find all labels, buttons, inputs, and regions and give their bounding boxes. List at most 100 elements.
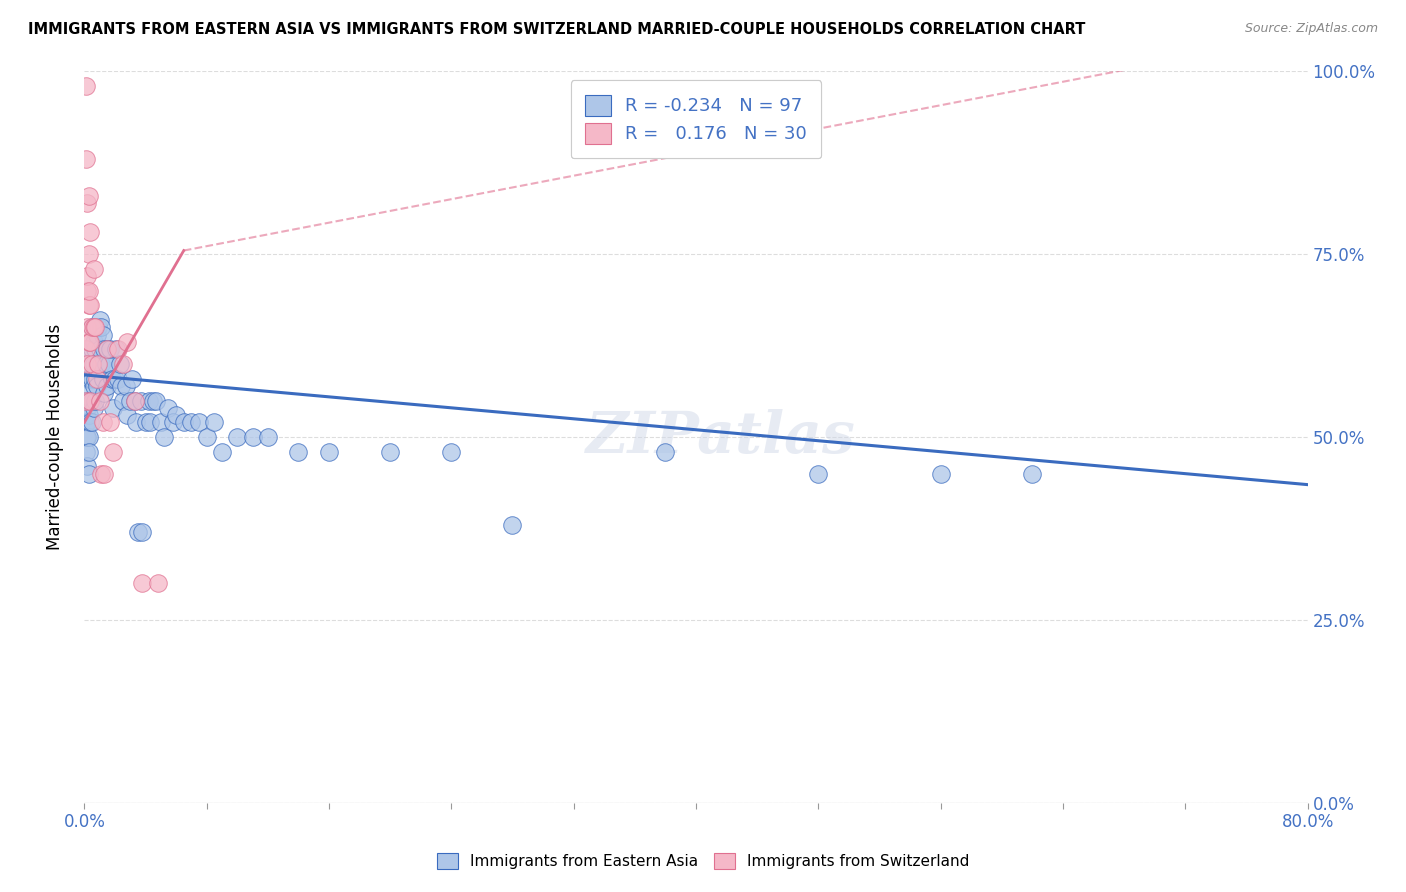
Point xyxy=(77,393,100,408)
Legend: R = -0.234   N = 97, R =   0.176   N = 30: R = -0.234 N = 97, R = 0.176 N = 30 xyxy=(571,80,821,158)
Text: Source: ZipAtlas.com: Source: ZipAtlas.com xyxy=(1244,22,1378,36)
Point xyxy=(75,444,97,458)
Point xyxy=(83,261,105,276)
Point xyxy=(80,320,103,334)
Point xyxy=(90,357,112,371)
Point xyxy=(115,334,138,349)
Point xyxy=(77,467,100,481)
Point xyxy=(121,371,143,385)
Point xyxy=(124,393,146,408)
Point xyxy=(91,327,114,342)
Point xyxy=(76,196,98,211)
Point xyxy=(115,408,138,422)
Point xyxy=(165,408,187,422)
Point xyxy=(188,416,211,430)
Point xyxy=(77,284,100,298)
Point xyxy=(135,416,157,430)
Point xyxy=(77,334,100,349)
Point xyxy=(75,78,97,93)
Text: ZIPatlas: ZIPatlas xyxy=(585,409,855,466)
Point xyxy=(76,357,98,371)
Point xyxy=(380,444,402,458)
Point xyxy=(93,343,115,357)
Y-axis label: Married-couple Households: Married-couple Households xyxy=(45,324,63,550)
Point xyxy=(76,401,98,415)
Point xyxy=(146,576,169,591)
Point xyxy=(83,401,105,415)
Point xyxy=(98,416,121,430)
Point xyxy=(111,393,134,408)
Point xyxy=(138,393,160,408)
Point xyxy=(180,416,202,430)
Point xyxy=(75,393,97,408)
Point xyxy=(103,444,125,458)
Point xyxy=(807,467,830,481)
Point xyxy=(157,401,180,415)
Point xyxy=(77,444,100,458)
Point xyxy=(77,247,100,261)
Point xyxy=(90,320,112,334)
Point xyxy=(84,393,107,408)
Point xyxy=(83,379,105,393)
Point xyxy=(79,393,101,408)
Point xyxy=(79,393,101,408)
Point xyxy=(929,467,952,481)
Point xyxy=(80,343,103,357)
Point xyxy=(97,357,120,371)
Point xyxy=(98,343,121,357)
Point xyxy=(96,343,118,357)
Point xyxy=(83,320,105,334)
Point xyxy=(77,357,100,371)
Point xyxy=(76,416,98,430)
Point xyxy=(84,320,107,334)
Point xyxy=(107,371,129,385)
Point xyxy=(86,357,108,371)
Point xyxy=(83,334,105,349)
Point xyxy=(75,416,97,430)
Point xyxy=(79,225,101,239)
Point xyxy=(87,357,110,371)
Point xyxy=(111,357,134,371)
Point xyxy=(84,343,107,357)
Point xyxy=(287,444,309,458)
Point xyxy=(91,416,114,430)
Point xyxy=(76,284,98,298)
Point xyxy=(125,416,148,430)
Point xyxy=(114,379,136,393)
Point xyxy=(101,371,124,385)
Point xyxy=(318,444,340,458)
Point xyxy=(1021,467,1043,481)
Point xyxy=(89,343,111,357)
Point xyxy=(142,393,165,408)
Point xyxy=(129,393,152,408)
Point xyxy=(80,416,103,430)
Point xyxy=(86,379,108,393)
Point xyxy=(86,371,108,385)
Point xyxy=(90,467,112,481)
Point xyxy=(131,525,153,540)
Point xyxy=(89,393,111,408)
Point xyxy=(75,343,97,357)
Point xyxy=(127,525,149,540)
Point xyxy=(77,430,100,444)
Point xyxy=(131,576,153,591)
Point xyxy=(93,467,115,481)
Point xyxy=(226,430,249,444)
Point xyxy=(79,371,101,385)
Point xyxy=(440,444,463,458)
Point xyxy=(80,371,103,385)
Point xyxy=(195,430,218,444)
Point xyxy=(75,393,97,408)
Point xyxy=(120,393,142,408)
Point xyxy=(76,371,98,385)
Point xyxy=(202,416,225,430)
Point xyxy=(83,357,105,371)
Point xyxy=(79,343,101,357)
Point xyxy=(80,357,103,371)
Point xyxy=(96,379,118,393)
Point xyxy=(87,320,110,334)
Point xyxy=(107,343,129,357)
Point xyxy=(654,444,676,458)
Point xyxy=(110,379,132,393)
Text: IMMIGRANTS FROM EASTERN ASIA VS IMMIGRANTS FROM SWITZERLAND MARRIED-COUPLE HOUSE: IMMIGRANTS FROM EASTERN ASIA VS IMMIGRAN… xyxy=(28,22,1085,37)
